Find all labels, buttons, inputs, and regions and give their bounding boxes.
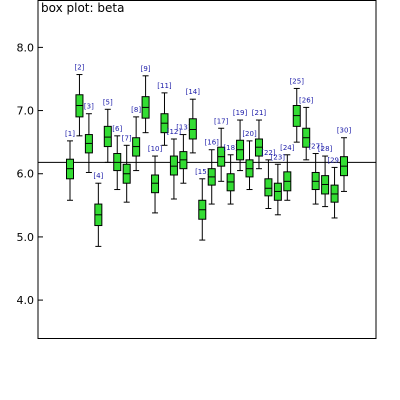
box-8: [8]: [131, 106, 141, 172]
chart-title: box plot: beta: [41, 1, 124, 15]
box-3: [3]: [84, 103, 94, 173]
box-4: [4]: [93, 172, 104, 247]
box-16: [16]: [205, 139, 220, 205]
box-25: [25]: [290, 77, 305, 143]
box-label: [16]: [205, 139, 220, 147]
box-label: [27]: [308, 143, 323, 151]
box-label: [5]: [103, 98, 113, 106]
box-label: [1]: [65, 130, 75, 138]
box-label: [4]: [93, 172, 103, 180]
box-label: [19]: [233, 109, 248, 117]
box-label: [15]: [195, 168, 210, 176]
box-2: [2]: [74, 64, 85, 137]
box-12: [12]: [167, 128, 182, 200]
box-label: [29]: [327, 156, 342, 164]
y-tick-label: 8.0: [17, 41, 35, 54]
box-10: [10]: [148, 145, 163, 214]
box-label: [18]: [223, 144, 238, 152]
box-label: [21]: [252, 109, 267, 117]
box-26: [26]: [299, 96, 314, 161]
box-body: [103, 125, 112, 148]
y-axis: 4.0 5.0 6.0 7.0 8.0: [17, 41, 43, 307]
box-19: [19]: [233, 109, 248, 172]
box-label: [11]: [157, 82, 172, 90]
box-20: [20]: [242, 130, 257, 191]
box-body: [264, 178, 273, 197]
plot-frame: [37, 0, 377, 339]
y-tick-label: 4.0: [17, 294, 35, 307]
box-body: [151, 174, 160, 194]
box-label: [23]: [271, 153, 286, 161]
y-tick-label: 7.0: [17, 105, 35, 118]
box-22: [22]: [261, 149, 276, 209]
box-label: [28]: [318, 145, 333, 153]
box-label: [30]: [337, 127, 352, 135]
box-5: [5]: [103, 98, 113, 163]
box-7: [7]: [122, 134, 132, 203]
box-24: [24]: [280, 144, 295, 201]
box-label: [13]: [176, 124, 191, 132]
box-label: [25]: [290, 77, 305, 85]
box-17: [17]: [214, 117, 229, 182]
box-label: [3]: [84, 103, 94, 111]
box-label: [9]: [141, 65, 151, 73]
y-tick-label: 5.0: [17, 231, 35, 244]
box-1: [1]: [65, 130, 75, 201]
box-9: [9]: [141, 65, 151, 134]
box-23: [23]: [271, 153, 286, 216]
box-body: [169, 155, 178, 176]
box-label: [8]: [131, 106, 141, 114]
box-label: [17]: [214, 117, 229, 125]
box-11: [11]: [157, 82, 172, 146]
box-label: [6]: [112, 125, 122, 133]
box-28: [28]: [318, 145, 333, 208]
box-18: [18]: [223, 144, 238, 205]
y-tick-label: 6.0: [17, 168, 35, 181]
box-15: [15]: [195, 168, 210, 241]
box-29: [29]: [327, 156, 342, 219]
box-label: [22]: [261, 149, 276, 157]
box-label: [2]: [74, 64, 84, 72]
box-13: [13]: [176, 124, 191, 184]
box-label: [20]: [242, 130, 257, 138]
box-30: [30]: [337, 127, 352, 192]
box-14: [14]: [186, 88, 201, 154]
box-label: [12]: [167, 128, 182, 136]
box-label: [24]: [280, 144, 295, 152]
box-6: [6]: [112, 125, 122, 191]
box-series: [1][2][3][4][5][6][7][8][9][10][11][12][…: [65, 64, 351, 247]
box-label: [7]: [122, 134, 132, 142]
box-label: [26]: [299, 96, 314, 104]
box-body: [188, 118, 197, 140]
box-21: [21]: [252, 109, 267, 170]
box-label: [14]: [186, 88, 201, 96]
box-label: [10]: [148, 145, 163, 153]
box-27: [27]: [308, 143, 323, 205]
